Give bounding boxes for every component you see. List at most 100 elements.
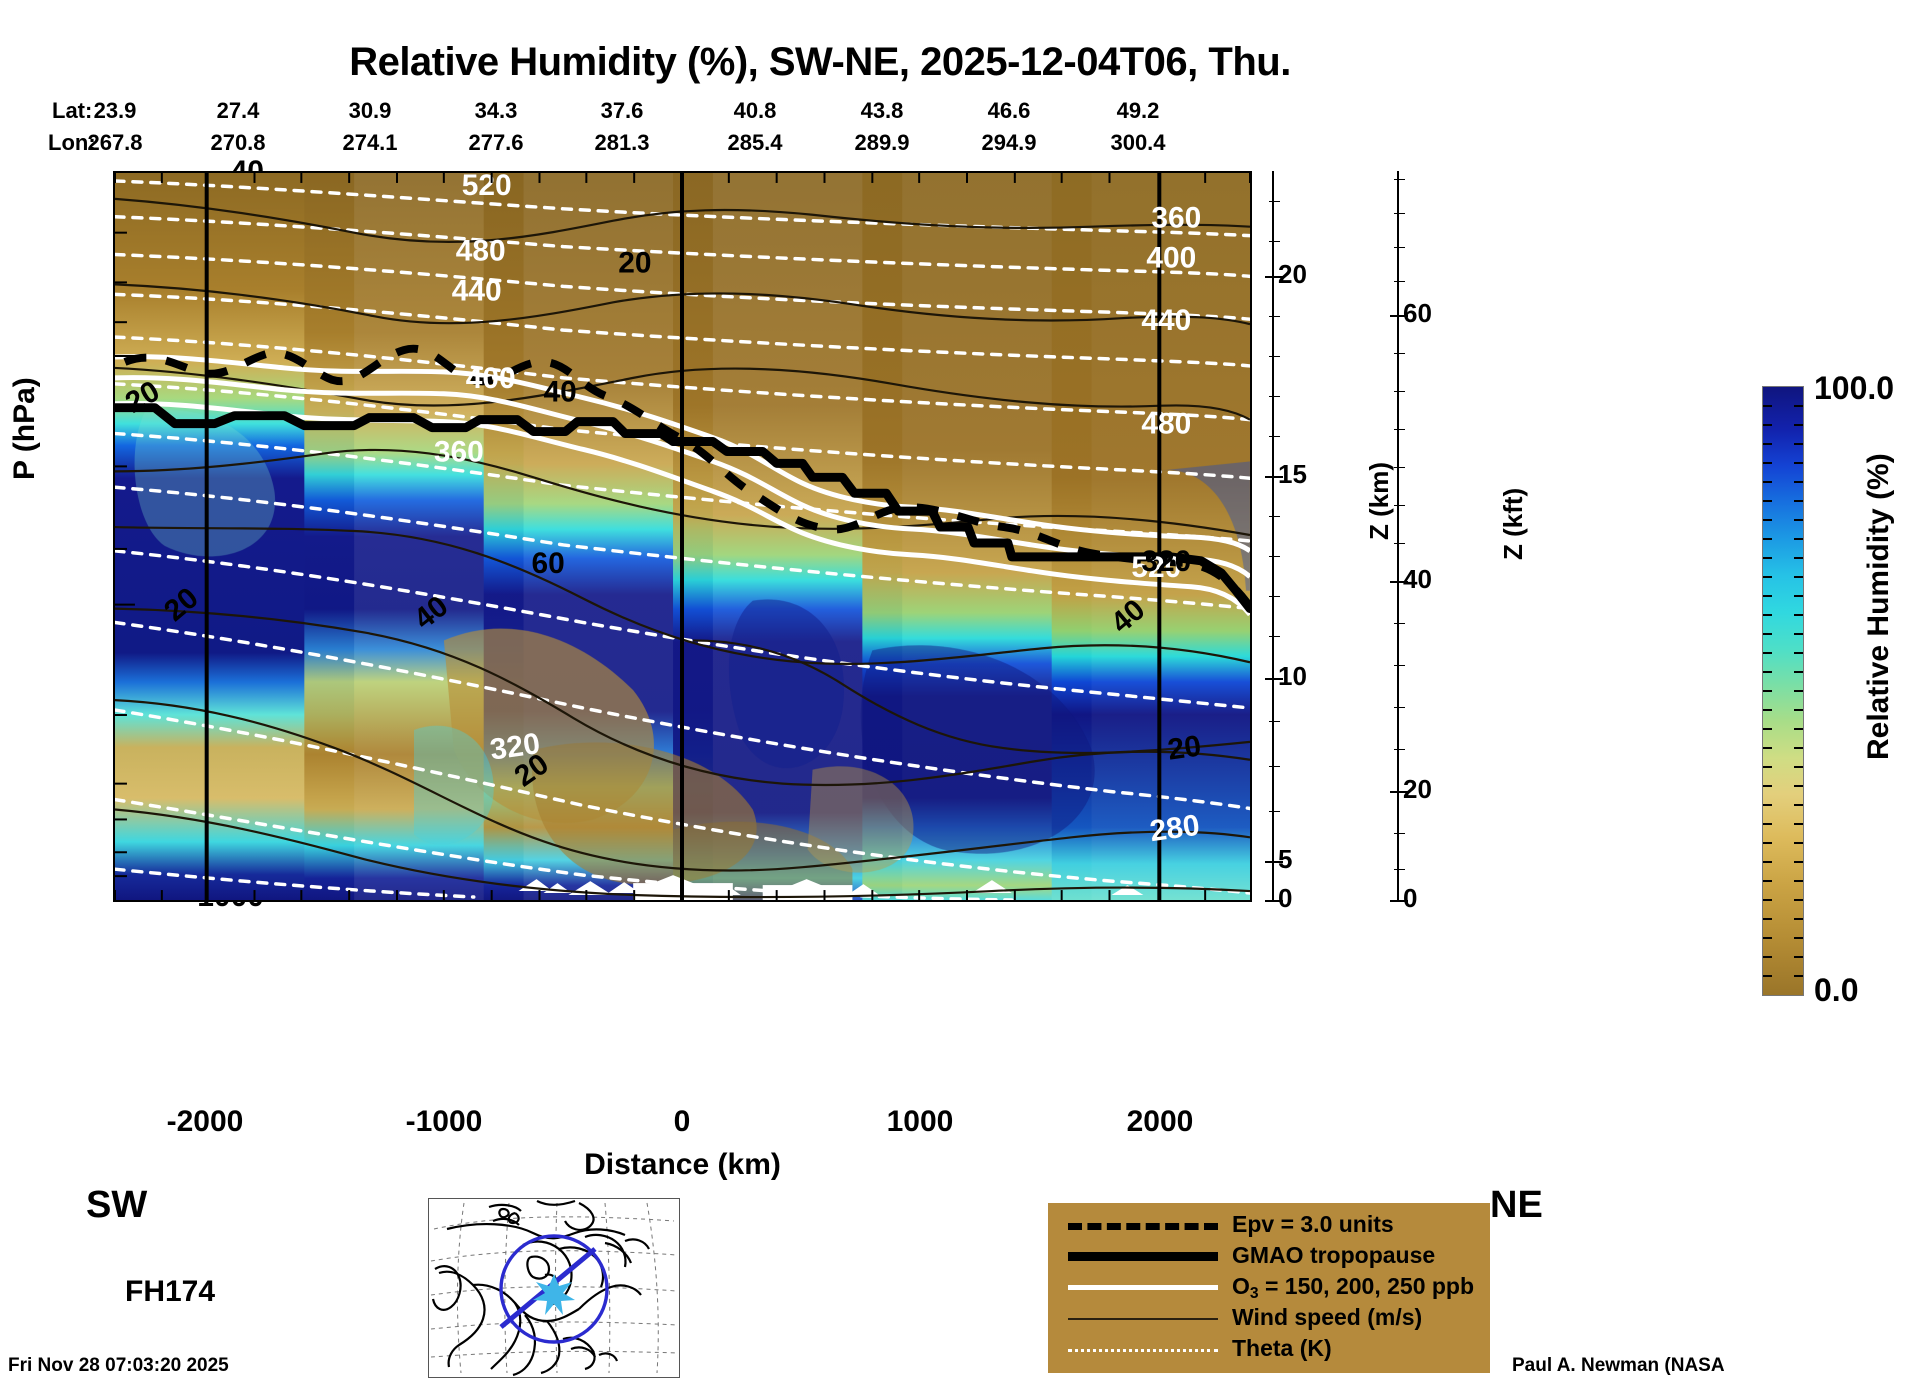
z-kft-axis-label: Z (kft) (1498, 487, 1528, 560)
lon-value: 270.8 (210, 130, 266, 155)
inset-locator-map[interactable] (428, 1198, 680, 1378)
x-axis-tick: -2000 (166, 1105, 244, 1138)
svg-text:400: 400 (1146, 242, 1196, 275)
x-axis-tick: -1000 (405, 1105, 483, 1138)
x-axis-label: Distance (km) (584, 1148, 781, 1181)
colorbar-gradient (1763, 387, 1803, 995)
svg-text:440: 440 (452, 274, 502, 307)
svg-text:320: 320 (1141, 545, 1191, 578)
northeast-label: NE (1490, 1184, 1543, 1226)
z-kft-tick: 20 (1403, 774, 1432, 804)
legend-item-windspeed: Wind speed (m/s) (1048, 1302, 1490, 1333)
legend-label: Wind speed (m/s) (1232, 1304, 1423, 1330)
coastlines (431, 1199, 650, 1377)
latitude-row: Lat: 23.9 27.4 30.9 34.3 37.6 40.8 43.8 … (0, 98, 1926, 128)
svg-text:20: 20 (1166, 729, 1204, 766)
legend-label: O3 = 150, 200, 250 ppb (1232, 1273, 1475, 1302)
svg-text:360: 360 (1151, 202, 1201, 235)
lat-value: 40.8 (733, 98, 777, 123)
lat-value: 27.4 (216, 98, 260, 123)
svg-text:520: 520 (462, 173, 512, 202)
legend-label: Epv = 3.0 units (1232, 1211, 1394, 1237)
z-km-tick: 0 (1278, 883, 1293, 913)
z-km-axis: 20 15 10 5 0 (1265, 171, 1307, 913)
page-title: Relative Humidity (%), SW-NE, 2025-12-04… (349, 40, 1291, 84)
lat-row-label: Lat: (52, 98, 93, 123)
legend-item-ozone: O3 = 150, 200, 250 ppb (1048, 1271, 1490, 1302)
svg-text:520: 520 (1131, 551, 1181, 584)
gmao-tropopause (115, 403, 1250, 614)
thin-line-icon (1068, 1306, 1218, 1330)
legend-label: GMAO tropopause (1232, 1242, 1436, 1268)
z-km-tick: 20 (1278, 259, 1307, 289)
colorbar-title: Relative Humidity (%) (1862, 453, 1895, 760)
center-star-marker (533, 1274, 575, 1315)
svg-text:40: 40 (543, 376, 576, 409)
lat-value: 46.6 (987, 98, 1031, 123)
vertical-reference-lines (204, 173, 1162, 900)
lat-value: 34.3 (474, 98, 518, 123)
z-km-tick: 15 (1278, 459, 1307, 489)
z-kft-axis: 60 40 20 0 (1390, 171, 1432, 913)
lat-value: 23.9 (93, 98, 137, 123)
theta-contours (115, 179, 1250, 900)
theta-label: 520 480 440 400 360 320 280 520 480 440 … (434, 173, 1202, 848)
cross-section-plot[interactable]: 520 480 440 400 360 320 280 520 480 440 … (113, 171, 1252, 902)
svg-text:360: 360 (434, 435, 484, 468)
z-km-tick: 10 (1278, 661, 1307, 691)
lon-value: 289.9 (854, 130, 910, 155)
svg-text:280: 280 (1148, 809, 1202, 849)
radius-circle (499, 1234, 609, 1344)
z-kft-tick: 60 (1403, 298, 1432, 328)
dashed-line-icon (1068, 1213, 1218, 1237)
svg-text:440: 440 (1141, 304, 1191, 337)
svg-text:60: 60 (532, 547, 565, 580)
legend-item-epv: Epv = 3.0 units (1048, 1209, 1490, 1240)
inset-map-graphic (429, 1199, 679, 1377)
x-axis-tick: 1000 (886, 1105, 954, 1138)
z-km-tick: 5 (1278, 844, 1293, 874)
svg-text:480: 480 (456, 235, 506, 268)
z-kft-tick: 40 (1403, 564, 1432, 594)
lon-value: 300.4 (1110, 130, 1166, 155)
white-line-icon (1068, 1275, 1218, 1299)
author-credit: Paul A. Newman (NASA (1512, 1355, 1725, 1376)
plot-inner-ticks (115, 173, 1250, 900)
svg-text:400: 400 (466, 362, 516, 395)
forecast-hour-label: FH174 (125, 1275, 216, 1308)
lon-value: 281.3 (594, 130, 650, 155)
lon-value: 294.9 (981, 130, 1037, 155)
lat-value: 43.8 (860, 98, 904, 123)
lat-value: 49.2 (1116, 98, 1160, 123)
colorbar[interactable] (1762, 386, 1804, 996)
lat-value: 30.9 (348, 98, 392, 123)
svg-text:20: 20 (618, 246, 651, 279)
x-axis-tick: 0 (673, 1105, 691, 1138)
z-km-axis-label: Z (km) (1364, 462, 1394, 540)
lon-value: 277.6 (468, 130, 524, 155)
southwest-label: SW (86, 1184, 148, 1226)
x-axis-tick: 2000 (1126, 1105, 1194, 1138)
y-axis-label: P (hPa) (8, 377, 41, 480)
dotted-line-icon (1068, 1337, 1218, 1361)
legend-label: Theta (K) (1232, 1335, 1332, 1361)
z-kft-tick: 0 (1403, 883, 1418, 913)
legend-box: Epv = 3.0 units GMAO tropopause O3 = 150… (1048, 1203, 1490, 1373)
epv-contour (123, 344, 1250, 609)
ozone-contours (115, 354, 1250, 617)
legend-item-tropopause: GMAO tropopause (1048, 1240, 1490, 1271)
humidity-field: 520 480 440 400 360 320 280 520 480 440 … (115, 173, 1250, 900)
lon-value: 267.8 (87, 130, 143, 155)
lon-value: 274.1 (342, 130, 398, 155)
lon-row-label: Lon: (48, 130, 96, 155)
colorbar-max-label: 100.0 (1814, 370, 1895, 406)
legend-item-theta: Theta (K) (1048, 1333, 1490, 1364)
lon-value: 285.4 (727, 130, 783, 155)
lat-value: 37.6 (600, 98, 644, 123)
generation-timestamp: Fri Nov 28 07:03:20 2025 (8, 1355, 229, 1376)
svg-text:320: 320 (488, 727, 542, 767)
svg-text:480: 480 (1141, 408, 1191, 441)
longitude-row: Lon: 267.8 270.8 274.1 277.6 281.3 285.4… (0, 130, 1926, 160)
thick-line-icon (1068, 1244, 1218, 1268)
colorbar-min-label: 0.0 (1814, 972, 1859, 1008)
